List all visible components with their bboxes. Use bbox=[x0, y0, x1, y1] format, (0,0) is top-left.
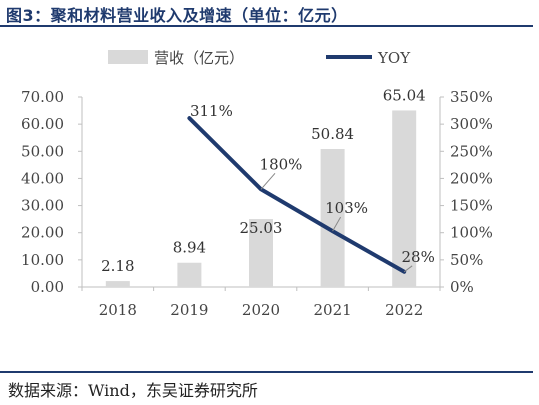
right-tick-label: 100% bbox=[450, 224, 493, 242]
left-tick-label: 20.00 bbox=[21, 224, 64, 242]
legend-bar-swatch bbox=[108, 50, 148, 64]
left-tick-label: 0.00 bbox=[31, 278, 64, 296]
x-tick-label: 2022 bbox=[385, 301, 423, 319]
right-tick-label: 350% bbox=[450, 88, 493, 106]
x-tick-label: 2020 bbox=[242, 301, 280, 319]
yoy-value-label: 311% bbox=[190, 102, 233, 120]
revenue-bar bbox=[392, 110, 417, 287]
left-tick-label: 70.00 bbox=[21, 88, 64, 106]
revenue-value-label: 25.03 bbox=[240, 219, 283, 237]
revenue-bar bbox=[249, 219, 273, 287]
left-tick-label: 30.00 bbox=[21, 197, 64, 215]
footer-divider bbox=[0, 371, 533, 373]
yoy-leader-line bbox=[332, 216, 342, 232]
revenue-bar bbox=[320, 149, 345, 287]
yoy-value-label: 103% bbox=[325, 199, 368, 217]
right-tick-label: 50% bbox=[450, 251, 483, 269]
revenue-bar bbox=[105, 281, 130, 287]
right-tick-label: 300% bbox=[450, 115, 493, 133]
right-tick-label: 200% bbox=[450, 169, 493, 187]
revenue-bar bbox=[177, 262, 202, 287]
x-tick-label: 2021 bbox=[314, 301, 352, 319]
left-tick-label: 40.00 bbox=[21, 169, 64, 187]
x-tick-label: 2019 bbox=[170, 301, 208, 319]
x-tick-label: 2018 bbox=[99, 301, 137, 319]
yoy-leader-line bbox=[260, 172, 276, 190]
revenue-value-label: 8.94 bbox=[173, 239, 206, 257]
source-note: 数据来源：Wind，东吴证券研究所 bbox=[8, 381, 258, 400]
left-tick-label: 10.00 bbox=[21, 251, 64, 269]
yoy-leader-line bbox=[403, 265, 413, 273]
revenue-value-label: 65.04 bbox=[383, 86, 426, 104]
legend-line-label: YOY bbox=[377, 49, 411, 67]
revenue-value-label: 50.84 bbox=[311, 125, 354, 143]
revenue-value-label: 2.18 bbox=[101, 257, 134, 275]
yoy-value-label: 28% bbox=[402, 248, 435, 266]
right-tick-label: 250% bbox=[450, 142, 493, 160]
yoy-value-label: 180% bbox=[260, 155, 303, 173]
left-tick-label: 50.00 bbox=[21, 142, 64, 160]
left-tick-label: 60.00 bbox=[21, 115, 64, 133]
legend-bar-label: 营收（亿元） bbox=[154, 49, 244, 67]
yoy-line bbox=[187, 116, 407, 274]
right-tick-label: 0% bbox=[450, 278, 474, 296]
title-divider bbox=[0, 25, 533, 27]
chart-title: 图3：聚和材料营业收入及增速（单位：亿元） bbox=[6, 6, 348, 25]
right-tick-label: 150% bbox=[450, 197, 493, 215]
